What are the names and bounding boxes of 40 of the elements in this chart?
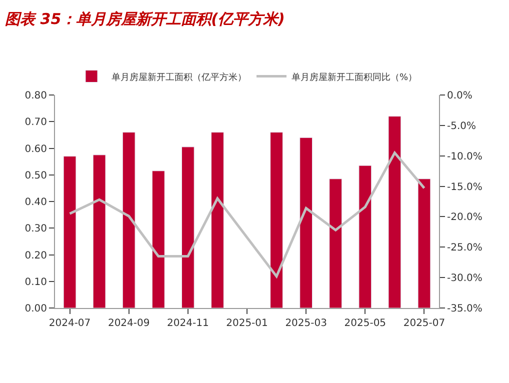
y2-tick-label: 0.0% — [447, 90, 472, 102]
x-tick-label: 2025-03 — [285, 318, 327, 329]
y-tick-label: 0.00 — [24, 304, 47, 314]
bar — [63, 156, 76, 308]
bar — [300, 137, 313, 308]
y2-tick-label: -15.0% — [447, 182, 482, 193]
bar — [152, 170, 165, 308]
y2-tick-label: -10.0% — [447, 151, 482, 162]
x-tick-label: 2024-09 — [108, 318, 150, 329]
y2-tick-label: -35.0% — [447, 304, 482, 314]
x-tick-label: 2025-05 — [344, 318, 386, 329]
y-tick-label: 0.40 — [24, 197, 47, 208]
y2-tick-label: -30.0% — [447, 273, 482, 284]
y-tick-label: 0.50 — [24, 170, 47, 182]
bar — [358, 165, 372, 308]
y-tick-label: 0.60 — [24, 144, 47, 155]
x-tick-label: 2025-07 — [403, 318, 446, 329]
y2-tick-label: -5.0% — [447, 120, 476, 132]
y2-tick-label: -20.0% — [447, 212, 482, 224]
x-tick-label: 2025-01 — [226, 318, 268, 329]
bar — [270, 132, 283, 308]
legend-label: 单月房屋新开工面积（亿平方米） — [112, 72, 246, 83]
x-tick-label: 2024-11 — [167, 318, 209, 329]
chart-title: 图表 35：单月房屋新开工面积(亿平方米) — [5, 10, 285, 28]
bar — [181, 146, 194, 308]
bar — [122, 132, 136, 308]
y-tick-label: 0.30 — [24, 224, 47, 235]
x-tick-label: 2024-07 — [48, 318, 91, 329]
bar — [388, 116, 402, 308]
bar — [329, 178, 342, 308]
bar — [418, 178, 431, 308]
y-tick-label: 0.20 — [24, 250, 47, 262]
bar — [92, 154, 106, 308]
y-tick-label: 0.70 — [24, 117, 47, 128]
y2-tick-label: -25.0% — [447, 242, 482, 254]
bar — [211, 132, 224, 308]
line-series — [68, 152, 426, 278]
legend-label: 单月房屋新开工面积同比（%） — [292, 72, 418, 83]
y-tick-label: 0.10 — [24, 276, 47, 288]
y-tick-label: 0.80 — [24, 90, 47, 102]
